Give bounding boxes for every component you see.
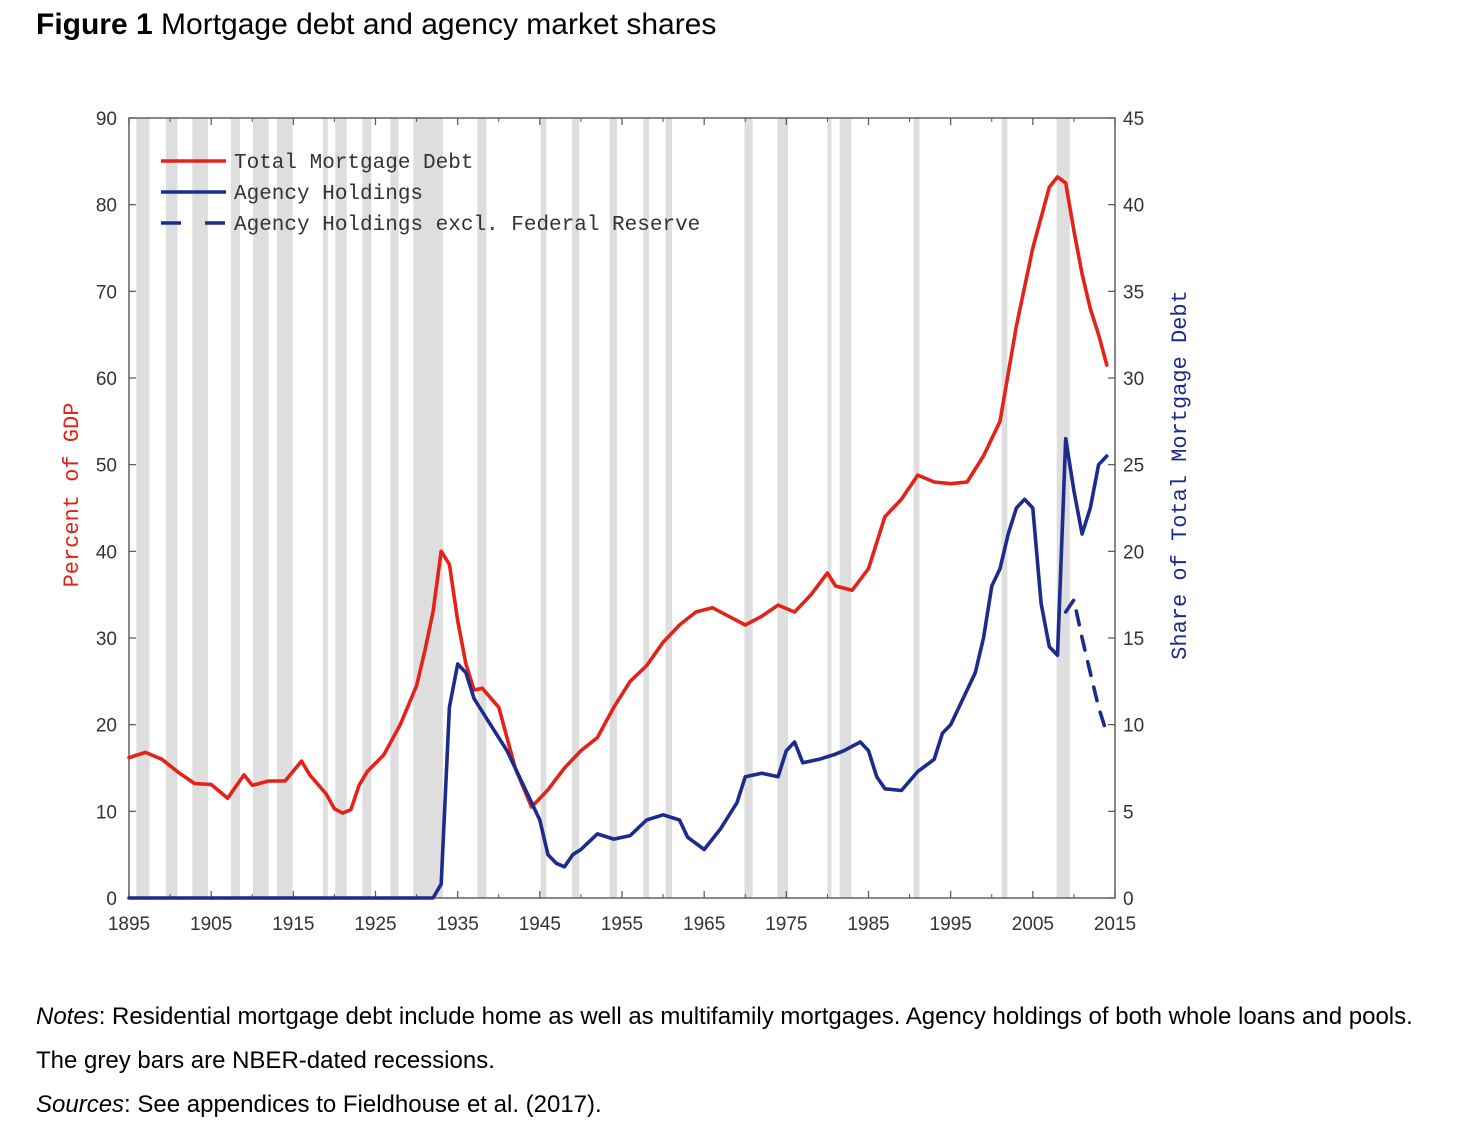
recession-bar — [253, 118, 269, 898]
recession-bar — [1001, 118, 1008, 898]
y-left-tick-label: 50 — [96, 456, 117, 477]
y-right-tick-label: 0 — [1123, 889, 1134, 910]
legend: Total Mortgage Debt Agency Holdings Agency… — [161, 152, 700, 237]
figure-title: Figure 1 Mortgage debt and agency market… — [36, 8, 716, 42]
recession-bar — [744, 118, 753, 898]
x-tick-label: 1895 — [108, 914, 150, 935]
y-left-tick-label: 70 — [96, 282, 117, 303]
x-tick-label: 1995 — [930, 914, 972, 935]
recession-bar — [362, 118, 372, 898]
y-left-tick-label: 20 — [96, 716, 117, 737]
recession-bar — [390, 118, 399, 898]
chart: 1895 1905 1915 1925 1935 1945 1955 1965 1975 1985… — [60, 109, 1193, 935]
series-line-2 — [127, 436, 1109, 900]
y-left-tick-label: 60 — [96, 369, 117, 390]
y-left-tick-label: 80 — [96, 196, 117, 217]
y-right-tick-label: 10 — [1123, 716, 1144, 737]
series-line-3 — [1063, 598, 1109, 736]
y-right-tick-label: 25 — [1123, 456, 1144, 477]
sources-text: : See appendices to Fieldhouse et al. (2… — [124, 1091, 602, 1118]
y-right-tick-label: 15 — [1123, 629, 1144, 650]
x-tick-label: 1945 — [519, 914, 561, 935]
y-axis-left-title: Percent of GDP — [60, 403, 85, 588]
recession-bar — [165, 118, 178, 898]
y-right-tick-label: 35 — [1123, 282, 1144, 303]
notes-text: : Residential mortgage debt include home… — [36, 1003, 1413, 1074]
y-left-tick-label: 30 — [96, 629, 117, 650]
x-tick-label: 1985 — [847, 914, 889, 935]
recession-bar — [777, 118, 788, 898]
recession-bar — [335, 118, 347, 898]
y-left-tick-label: 40 — [96, 542, 117, 563]
y-axis-right-title: Share of Total Mortgage Debt — [1168, 290, 1193, 660]
y-right-tick-label: 40 — [1123, 196, 1144, 217]
recession-bar — [230, 118, 240, 898]
tick-labels: 1895 1905 1915 1925 1935 1945 1955 1965 1975 1985… — [96, 109, 1144, 935]
x-tick-label: 1925 — [354, 914, 396, 935]
y-left-tick-label: 10 — [96, 802, 117, 823]
recession-bar — [192, 118, 208, 898]
legend-label-3: Agency Holdings excl. Federal Reserve — [234, 214, 700, 237]
y-right-tick-label: 30 — [1123, 369, 1144, 390]
y-left-tick-label: 0 — [106, 889, 117, 910]
y-left-tick-label: 90 — [96, 109, 117, 130]
recession-bar — [839, 118, 852, 898]
legend-label-2: Agency Holdings — [234, 183, 423, 206]
recession-bar — [477, 118, 487, 898]
recession-bar — [643, 118, 650, 898]
x-tick-label: 1935 — [437, 914, 479, 935]
x-tick-label: 1915 — [272, 914, 314, 935]
x-tick-label: 2015 — [1094, 914, 1136, 935]
legend-label-1: Total Mortgage Debt — [234, 152, 473, 175]
recession-bar — [571, 118, 580, 898]
series-line-1 — [127, 175, 1109, 815]
notes-label: Notes — [36, 1003, 99, 1030]
x-tick-label: 1975 — [765, 914, 807, 935]
sources-label: Sources — [36, 1091, 125, 1118]
recession-bar — [665, 118, 673, 898]
notes-line: Notes: Residential mortgage debt include… — [36, 995, 1446, 1083]
recession-bar — [413, 118, 443, 898]
y-right-tick-label: 5 — [1123, 802, 1134, 823]
y-right-tick-label: 45 — [1123, 109, 1144, 130]
recession-bar — [136, 118, 150, 898]
recession-bar — [827, 118, 832, 898]
recession-bar — [322, 118, 328, 898]
recession-bar — [609, 118, 618, 898]
figure-title-text: Mortgage debt and agency market shares — [161, 8, 717, 41]
sources-line: Sources: See appendices to Fieldhouse et… — [36, 1083, 1446, 1127]
x-tick-label: 1965 — [683, 914, 725, 935]
y-right-tick-label: 20 — [1123, 542, 1144, 563]
x-tick-label: 2005 — [1012, 914, 1054, 935]
series-layer — [127, 175, 1109, 900]
plot-frame — [128, 117, 1116, 899]
figure-label: Figure 1 — [36, 8, 153, 41]
x-tick-label: 1955 — [601, 914, 643, 935]
recession-bar — [540, 118, 547, 898]
recession-bar — [913, 118, 920, 898]
x-tick-label: 1905 — [190, 914, 232, 935]
recession-bar — [276, 118, 293, 898]
notes: Notes: Residential mortgage debt include… — [36, 995, 1446, 1127]
